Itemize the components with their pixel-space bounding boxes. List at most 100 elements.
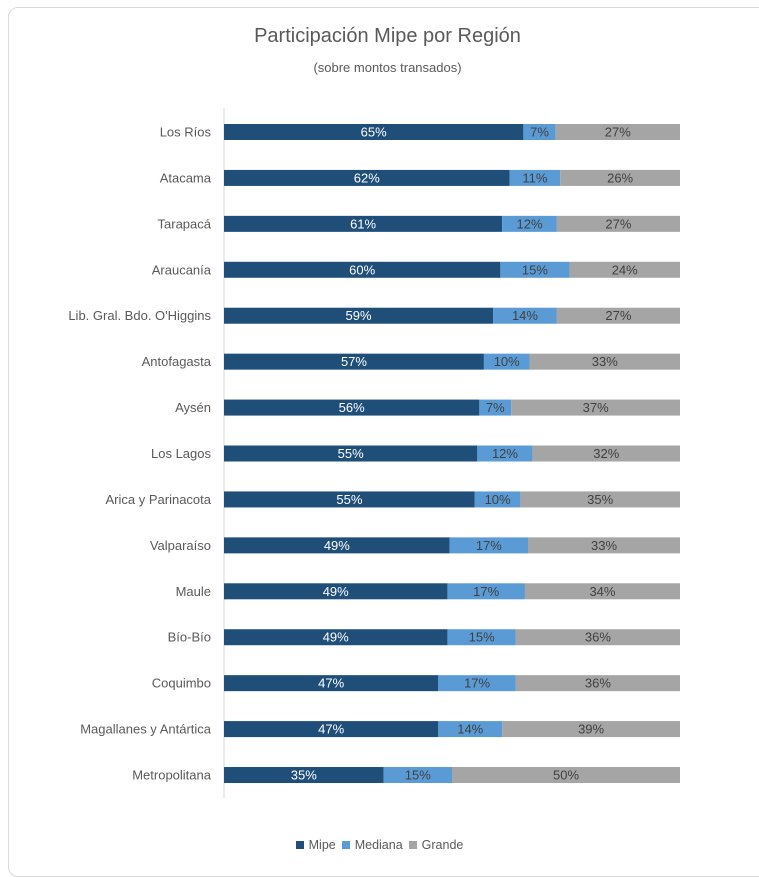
- chart-title: Participación Mipe por Región: [254, 25, 521, 47]
- bar-segment-mediana: [383, 767, 452, 784]
- data-label: 37%: [583, 400, 609, 415]
- data-label: 32%: [593, 446, 619, 461]
- bar-segment-mipe: [224, 767, 384, 784]
- bar-segment-grande: [452, 767, 680, 784]
- data-label: 50%: [553, 768, 579, 783]
- data-label: 55%: [336, 492, 362, 507]
- bar-segment-grande: [528, 537, 680, 554]
- data-label: 12%: [492, 446, 518, 461]
- category-label: Araucanía: [152, 262, 212, 277]
- data-label: 11%: [522, 170, 547, 185]
- data-label: 27%: [605, 216, 631, 231]
- bar-segment-mediana: [449, 537, 528, 554]
- category-label: Coquimbo: [152, 676, 211, 691]
- data-label: 59%: [346, 308, 372, 323]
- data-label: 34%: [589, 584, 615, 599]
- bar-segment-mediana: [447, 629, 516, 646]
- category-label: Bío-Bío: [168, 630, 211, 645]
- bar-segment-mediana: [523, 124, 556, 140]
- legend-swatch: [341, 841, 350, 849]
- category-label: Antofagasta: [142, 354, 212, 369]
- data-label: 55%: [338, 446, 364, 461]
- data-label: 10%: [494, 354, 520, 369]
- data-label: 12%: [517, 216, 543, 231]
- data-label: 61%: [350, 216, 376, 231]
- data-label: 17%: [473, 584, 499, 599]
- bar-segment-mipe: [224, 445, 478, 462]
- bar-segment-grande: [511, 399, 680, 416]
- bar-segment-grande: [569, 261, 680, 278]
- bar-segment-mipe: [224, 307, 494, 324]
- data-label: 15%: [469, 630, 495, 645]
- data-label: 17%: [464, 676, 490, 691]
- bar-segment-mipe: [224, 583, 448, 600]
- category-label: Valparaíso: [150, 538, 211, 553]
- data-label: 15%: [522, 262, 548, 277]
- bar-segment-grande: [502, 721, 680, 738]
- data-label: 49%: [323, 630, 349, 645]
- category-label: Tarapacá: [158, 216, 212, 231]
- data-label: 65%: [361, 125, 387, 140]
- category-label: Lib. Gral. Bdo. O'Higgins: [68, 308, 211, 323]
- bar-segment-grande: [555, 124, 680, 140]
- data-label: 49%: [324, 538, 350, 553]
- data-label: 7%: [486, 400, 505, 415]
- bar-segment-mediana: [500, 261, 570, 278]
- data-label: 14%: [512, 308, 538, 323]
- bar-segment-grande: [515, 675, 680, 692]
- data-label: 33%: [592, 354, 618, 369]
- data-label: 27%: [605, 125, 631, 140]
- legend-swatch: [408, 841, 417, 849]
- bar-segment-mediana: [474, 491, 521, 508]
- bar-segment-mipe: [224, 261, 501, 278]
- bar-segment-mediana: [483, 353, 530, 370]
- legend-item: Mediana: [341, 838, 403, 852]
- data-label: 62%: [354, 170, 380, 185]
- bar-segment-mipe: [224, 169, 510, 186]
- bar-segment-mipe: [224, 629, 448, 646]
- bar-segment-grande: [556, 307, 680, 324]
- data-label: 26%: [607, 170, 633, 185]
- bar-segment-mipe: [224, 399, 480, 416]
- data-label: 35%: [291, 768, 317, 783]
- bar-segment-grande: [556, 215, 680, 232]
- bar-segment-grande: [524, 583, 680, 600]
- data-label: 47%: [318, 676, 344, 691]
- legend-label: Grande: [421, 838, 464, 852]
- data-label: 14%: [457, 722, 483, 737]
- bar-segment-mediana: [479, 399, 512, 416]
- data-label: 60%: [349, 262, 375, 277]
- data-label: 36%: [585, 630, 611, 645]
- bar-segment-mediana: [447, 583, 525, 600]
- data-label: 10%: [485, 492, 511, 507]
- bar-segment-mipe: [224, 124, 524, 140]
- bar-segment-mipe: [224, 353, 484, 370]
- data-label: 57%: [341, 354, 367, 369]
- bar-segment-grande: [520, 491, 680, 508]
- bar-segment-mipe: [224, 675, 439, 692]
- bar-segment-mediana: [493, 307, 557, 324]
- bar-segment-grande: [515, 629, 680, 646]
- bar-segment-grande: [529, 353, 680, 370]
- bar-segment-mipe: [224, 491, 475, 508]
- data-label: 27%: [605, 308, 631, 323]
- data-label: 24%: [612, 262, 638, 277]
- bar-segment-mediana: [438, 721, 503, 738]
- data-label: 33%: [591, 538, 617, 553]
- bar-segment-mediana: [509, 169, 561, 186]
- category-label: Aysén: [175, 400, 211, 415]
- bar-segment-grande: [560, 169, 680, 186]
- data-label: 15%: [405, 768, 431, 783]
- data-label: 35%: [587, 492, 613, 507]
- category-label: Arica y Parinacota: [106, 492, 212, 507]
- data-label: 36%: [585, 676, 611, 691]
- legend-label: Mipe: [308, 838, 336, 852]
- bar-segment-mediana: [438, 675, 516, 692]
- data-label: 47%: [318, 722, 344, 737]
- bar-segment-mediana: [502, 215, 557, 232]
- chart-subtitle: (sobre montos transados): [313, 60, 462, 75]
- data-label: 56%: [339, 400, 365, 415]
- data-label: 49%: [323, 584, 349, 599]
- bar-segment-grande: [532, 445, 680, 462]
- category-label: Metropolitana: [132, 768, 212, 783]
